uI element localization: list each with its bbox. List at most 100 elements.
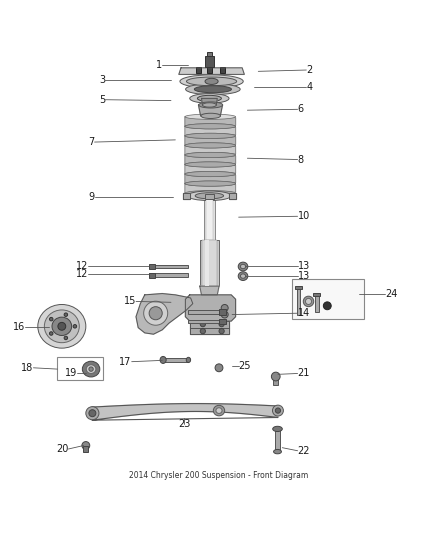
Ellipse shape xyxy=(82,441,90,449)
Ellipse shape xyxy=(73,325,77,328)
Ellipse shape xyxy=(185,190,236,196)
Polygon shape xyxy=(185,183,236,193)
Ellipse shape xyxy=(58,322,66,330)
Bar xyxy=(273,376,279,385)
Text: 2: 2 xyxy=(306,65,313,75)
Bar xyxy=(206,197,213,240)
Bar xyxy=(188,310,223,313)
Ellipse shape xyxy=(185,124,236,129)
Ellipse shape xyxy=(305,298,311,304)
Ellipse shape xyxy=(185,133,236,139)
Text: 14: 14 xyxy=(297,308,310,318)
Ellipse shape xyxy=(219,328,224,334)
Bar xyxy=(204,197,215,240)
Ellipse shape xyxy=(185,172,236,176)
Bar xyxy=(149,272,155,278)
Polygon shape xyxy=(136,294,193,334)
Ellipse shape xyxy=(213,405,225,416)
Ellipse shape xyxy=(195,193,223,199)
Ellipse shape xyxy=(49,317,53,321)
Ellipse shape xyxy=(273,426,283,432)
Ellipse shape xyxy=(144,301,168,325)
Bar xyxy=(200,240,219,286)
Text: 16: 16 xyxy=(12,322,25,332)
Bar xyxy=(149,264,155,269)
Ellipse shape xyxy=(185,162,236,167)
Ellipse shape xyxy=(190,94,229,103)
Ellipse shape xyxy=(185,114,236,119)
Text: 25: 25 xyxy=(239,361,251,371)
Bar xyxy=(196,67,201,73)
Polygon shape xyxy=(190,328,229,334)
Ellipse shape xyxy=(89,367,93,372)
Polygon shape xyxy=(229,193,236,199)
Ellipse shape xyxy=(187,77,237,86)
Ellipse shape xyxy=(185,181,236,186)
Text: 18: 18 xyxy=(21,363,33,373)
Ellipse shape xyxy=(272,405,283,416)
Ellipse shape xyxy=(274,449,282,454)
Bar xyxy=(201,240,217,286)
Ellipse shape xyxy=(185,143,236,148)
Ellipse shape xyxy=(199,102,223,108)
Text: 1: 1 xyxy=(156,60,162,70)
Ellipse shape xyxy=(240,264,246,269)
Bar xyxy=(83,446,88,453)
Text: 17: 17 xyxy=(119,357,132,367)
Ellipse shape xyxy=(201,113,220,118)
Text: 6: 6 xyxy=(297,104,304,114)
Ellipse shape xyxy=(185,181,236,186)
Polygon shape xyxy=(179,68,244,75)
Text: 8: 8 xyxy=(297,155,304,165)
Polygon shape xyxy=(198,105,223,116)
Ellipse shape xyxy=(323,302,331,310)
Polygon shape xyxy=(185,155,236,165)
Ellipse shape xyxy=(38,304,86,348)
Text: 9: 9 xyxy=(88,192,95,201)
Ellipse shape xyxy=(238,272,248,280)
Ellipse shape xyxy=(44,310,79,343)
Ellipse shape xyxy=(185,143,236,148)
Text: 22: 22 xyxy=(297,446,310,456)
Polygon shape xyxy=(185,117,236,126)
Polygon shape xyxy=(185,136,236,146)
Text: 13: 13 xyxy=(297,271,310,281)
Ellipse shape xyxy=(52,317,72,335)
Ellipse shape xyxy=(200,321,205,327)
Polygon shape xyxy=(185,295,236,321)
Ellipse shape xyxy=(185,152,236,158)
Ellipse shape xyxy=(187,191,231,200)
Text: 23: 23 xyxy=(178,419,190,429)
Text: 4: 4 xyxy=(306,82,312,92)
Ellipse shape xyxy=(185,172,236,176)
Ellipse shape xyxy=(149,306,162,320)
Text: 15: 15 xyxy=(124,296,136,306)
Polygon shape xyxy=(185,174,236,183)
Ellipse shape xyxy=(82,361,100,377)
Ellipse shape xyxy=(49,332,53,335)
Ellipse shape xyxy=(180,75,243,88)
Bar xyxy=(149,265,188,268)
Ellipse shape xyxy=(185,152,236,158)
Ellipse shape xyxy=(276,408,281,413)
Ellipse shape xyxy=(86,407,99,420)
Polygon shape xyxy=(185,165,236,174)
Ellipse shape xyxy=(303,296,314,306)
Bar xyxy=(315,294,318,312)
Bar xyxy=(162,358,188,362)
Ellipse shape xyxy=(185,162,236,167)
Bar xyxy=(149,273,188,277)
Ellipse shape xyxy=(202,103,216,107)
Ellipse shape xyxy=(64,336,67,340)
Ellipse shape xyxy=(89,410,96,417)
Text: 19: 19 xyxy=(65,368,77,378)
Ellipse shape xyxy=(205,78,218,84)
Polygon shape xyxy=(185,146,236,155)
Polygon shape xyxy=(183,193,190,199)
Bar xyxy=(297,288,300,314)
Text: 12: 12 xyxy=(76,261,88,271)
Polygon shape xyxy=(185,126,236,136)
Text: 13: 13 xyxy=(297,261,310,271)
Text: 12: 12 xyxy=(76,269,88,279)
Text: 20: 20 xyxy=(56,444,68,454)
